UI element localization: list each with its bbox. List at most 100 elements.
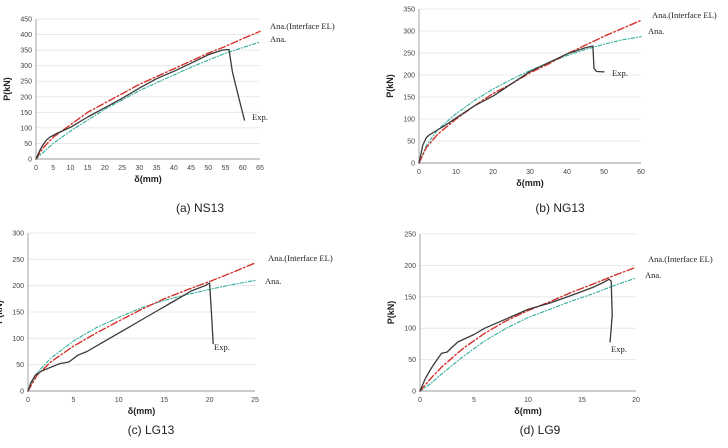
y-tick-label: 150 bbox=[20, 110, 32, 117]
x-tick-label: 10 bbox=[67, 165, 75, 172]
series-line-interface-el bbox=[35, 30, 261, 160]
y-tick-label: 200 bbox=[404, 263, 416, 270]
x-tick-label: 20 bbox=[489, 169, 497, 176]
series-line-exp bbox=[35, 48, 246, 160]
panel-caption: (c) LG13 bbox=[128, 423, 175, 437]
series-label-exp: Exp. bbox=[612, 68, 628, 78]
series-line-interface-el bbox=[27, 262, 256, 392]
x-tick-label: 25 bbox=[251, 397, 259, 404]
x-tick-label: 25 bbox=[118, 165, 126, 172]
series-line-exp bbox=[419, 278, 613, 392]
x-tick-label: 15 bbox=[578, 397, 586, 404]
y-tick-label: 50 bbox=[24, 141, 32, 148]
y-tick-label: 200 bbox=[20, 94, 32, 101]
y-axis-label: P(kN) bbox=[0, 300, 4, 324]
y-axis-label: P(kN) bbox=[2, 77, 12, 101]
x-axis-label: δ(mm) bbox=[134, 174, 161, 184]
series-label-ana: Ana. bbox=[648, 26, 664, 36]
x-tick-label: 0 bbox=[34, 165, 38, 172]
y-tick-label: 100 bbox=[20, 125, 32, 132]
y-tick-label: 300 bbox=[403, 29, 415, 36]
x-tick-label: 5 bbox=[51, 165, 55, 172]
series-label-exp: Exp. bbox=[252, 112, 268, 122]
y-tick-label: 250 bbox=[20, 79, 32, 86]
chart-panel: 0 50 100 150 200 250 300 0 5 10 15 20 25 δ(mm) P(kN) An… bbox=[0, 231, 333, 438]
y-axis-label: P(kN) bbox=[386, 301, 396, 325]
y-tick-label: 200 bbox=[403, 73, 415, 80]
y-tick-label: 300 bbox=[20, 63, 32, 70]
x-tick-label: 15 bbox=[160, 397, 168, 404]
y-tick-label: 100 bbox=[404, 326, 416, 333]
y-tick-label: 50 bbox=[16, 362, 24, 369]
series-label-interface-el: Ana.(Interface EL) bbox=[270, 21, 335, 31]
x-tick-label: 10 bbox=[452, 169, 460, 176]
x-tick-label: 40 bbox=[170, 165, 178, 172]
y-tick-label: 250 bbox=[403, 51, 415, 58]
series-line-exp bbox=[27, 282, 214, 392]
y-tick-label: 150 bbox=[404, 294, 416, 301]
x-tick-label: 0 bbox=[418, 397, 422, 404]
y-tick-label: 350 bbox=[403, 7, 415, 14]
series-line-interface-el bbox=[418, 19, 642, 164]
y-tick-label: 400 bbox=[20, 32, 32, 39]
x-tick-label: 50 bbox=[600, 169, 608, 176]
x-axis-label: δ(mm) bbox=[514, 406, 541, 416]
x-tick-label: 20 bbox=[206, 397, 214, 404]
series-line-ana bbox=[27, 279, 256, 392]
x-tick-label: 45 bbox=[187, 165, 195, 172]
chart-panel: 0 50 100 150 200 250 0 5 10 15 20 δ(mm) P(kN) Ana.(In… bbox=[386, 232, 713, 438]
y-tick-label: 0 bbox=[28, 157, 32, 164]
series-label-exp: Exp. bbox=[611, 344, 627, 354]
y-tick-label: 250 bbox=[404, 232, 416, 239]
series-label-interface-el: Ana.(Interface EL) bbox=[648, 254, 713, 264]
x-tick-label: 0 bbox=[26, 397, 30, 404]
y-tick-label: 150 bbox=[403, 95, 415, 102]
x-tick-label: 5 bbox=[71, 397, 75, 404]
chart-panel: 0 50 100 150 200 250 300 350 0 10 20 30 40 50 60 δ(mm) P… bbox=[385, 7, 717, 216]
series-line-exp bbox=[418, 45, 605, 164]
series-line-interface-el bbox=[419, 266, 637, 392]
x-tick-label: 65 bbox=[256, 165, 264, 172]
y-tick-label: 100 bbox=[12, 336, 24, 343]
chart-panel: 0 50 100 150 200 250 300 350 400 450 0 5 10 15 20 25 30 3… bbox=[2, 17, 335, 216]
series-label-interface-el: Ana.(Interface EL) bbox=[268, 253, 333, 263]
series-label-interface-el: Ana.(Interface EL) bbox=[652, 10, 717, 20]
x-tick-label: 10 bbox=[524, 397, 532, 404]
series-line-ana bbox=[419, 277, 637, 392]
y-tick-label: 50 bbox=[408, 357, 416, 364]
y-tick-label: 350 bbox=[20, 48, 32, 55]
y-tick-label: 0 bbox=[411, 161, 415, 168]
y-tick-label: 50 bbox=[407, 139, 415, 146]
panel-caption: (d) LG9 bbox=[520, 423, 561, 437]
series-line-ana bbox=[418, 36, 642, 164]
y-tick-label: 250 bbox=[12, 257, 24, 264]
x-tick-label: 20 bbox=[632, 397, 640, 404]
panel-caption: (b) NG13 bbox=[535, 201, 585, 215]
y-tick-label: 150 bbox=[12, 310, 24, 317]
panel-caption: (a) NS13 bbox=[176, 201, 224, 215]
x-tick-label: 60 bbox=[637, 169, 645, 176]
y-tick-label: 0 bbox=[412, 389, 416, 396]
x-tick-label: 60 bbox=[239, 165, 247, 172]
y-tick-label: 100 bbox=[403, 117, 415, 124]
x-tick-label: 0 bbox=[417, 169, 421, 176]
x-tick-label: 15 bbox=[84, 165, 92, 172]
x-axis-label: δ(mm) bbox=[516, 178, 543, 188]
series-line-ana bbox=[35, 41, 261, 160]
series-label-ana: Ana. bbox=[265, 276, 281, 286]
x-tick-label: 10 bbox=[115, 397, 123, 404]
series-label-ana: Ana. bbox=[645, 270, 661, 280]
x-tick-label: 40 bbox=[563, 169, 571, 176]
x-tick-label: 30 bbox=[135, 165, 143, 172]
x-tick-label: 35 bbox=[153, 165, 161, 172]
x-tick-label: 20 bbox=[101, 165, 109, 172]
x-tick-label: 5 bbox=[472, 397, 476, 404]
y-tick-label: 200 bbox=[12, 283, 24, 290]
y-tick-label: 450 bbox=[20, 17, 32, 24]
x-axis-label: δ(mm) bbox=[128, 406, 155, 416]
y-tick-label: 300 bbox=[12, 231, 24, 238]
x-tick-label: 30 bbox=[526, 169, 534, 176]
y-axis-label: P(kN) bbox=[385, 74, 395, 98]
x-tick-label: 55 bbox=[222, 165, 230, 172]
